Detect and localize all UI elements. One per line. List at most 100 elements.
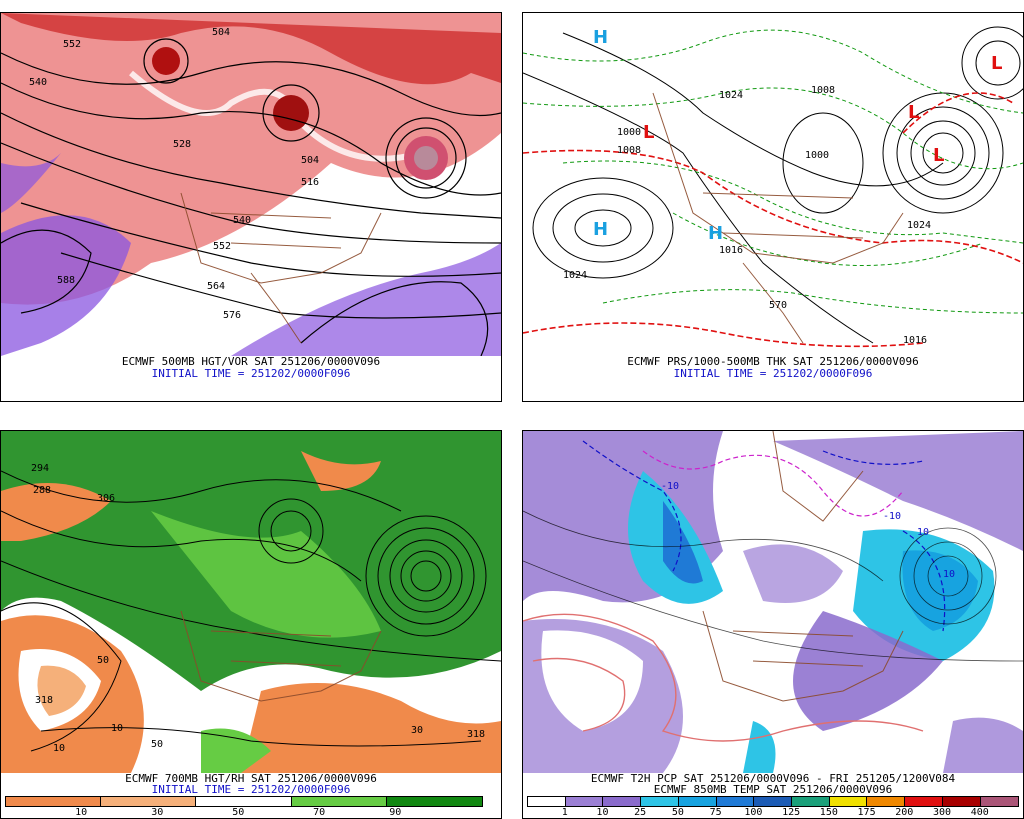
precip-map-svg: -10 -10 10 10 <box>523 431 1023 773</box>
pressure-map-svg: H H L L H L L 1000 1008 1024 1016 1024 1… <box>523 13 1023 356</box>
colorbar-swatch <box>565 797 604 806</box>
colorbar-swatch <box>291 797 387 806</box>
colorbar-tick: 50 <box>671 807 684 818</box>
colorbar-swatch <box>792 797 830 806</box>
contour-label: 50 <box>151 739 163 750</box>
colorbar-swatch <box>905 797 943 806</box>
contour-label: 1024 <box>563 270 587 281</box>
contour-label: 10 <box>53 743 65 754</box>
contour-label: 318 <box>467 729 485 740</box>
colorbar-tick: 10 <box>75 807 88 818</box>
low-pressure-marker: L <box>908 102 919 123</box>
panel-500mb-vorticity: 552 540 528 504 540 552 564 576 588 504 … <box>0 12 502 402</box>
colorbar-swatch <box>101 797 197 806</box>
precip-colorbar <box>527 796 1019 807</box>
contour-label: 540 <box>233 215 251 226</box>
low-pressure-marker: L <box>991 53 1002 74</box>
panel-pressure-thickness: H H L L H L L 1000 1008 1024 1016 1024 1… <box>522 12 1024 402</box>
contour-label: 504 <box>301 155 319 166</box>
contour-label: -10 <box>883 511 901 522</box>
map-pressure-thickness: H H L L H L L 1000 1008 1024 1016 1024 1… <box>523 13 1023 356</box>
colorbar-swatch <box>942 797 981 806</box>
colorbar-swatch <box>6 797 102 806</box>
panel-caption: ECMWF 700MB HGT/RH SAT 251206/0000V096 <box>125 772 377 785</box>
contour-label: 10 <box>917 527 929 538</box>
map-500mb-vorticity: 552 540 528 504 540 552 564 576 588 504 … <box>1 13 501 356</box>
panel-precip-850mb-temp: -10 -10 10 10 ECMWF T2H PCP SAT 251206/0… <box>522 430 1024 819</box>
colorbar-tick: 50 <box>232 807 245 818</box>
colorbar-tick: 1 <box>561 807 568 818</box>
colorbar-tick: 75 <box>709 807 722 818</box>
contour-label: 504 <box>212 27 230 38</box>
contour-label: 1016 <box>903 335 927 346</box>
panel-subcaption: ECMWF 850MB TEMP SAT 251206/0000V096 <box>653 783 893 796</box>
colorbar-swatch <box>980 797 1018 806</box>
colorbar-tick: 90 <box>389 807 402 818</box>
colorbar-tick: 400 <box>970 807 989 818</box>
contour-label: 570 <box>769 300 787 311</box>
colorbar-tick: 70 <box>313 807 326 818</box>
contour-label: -10 <box>661 481 679 492</box>
initial-time-caption: INITIAL TIME = 251202/0000F096 <box>673 367 873 380</box>
contour-label: 528 <box>173 139 191 150</box>
contour-label: 1008 <box>617 145 641 156</box>
contour-label: 1016 <box>719 245 743 256</box>
vorticity-map-svg: 552 540 528 504 540 552 564 576 588 504 … <box>1 13 501 356</box>
contour-label: 1024 <box>907 220 931 231</box>
contour-label: 540 <box>29 77 47 88</box>
contour-label: 1000 <box>617 127 641 138</box>
colorbar-swatch <box>754 797 793 806</box>
panel-700mb-rh: 294 288 306 50 10 318 50 10 30 318 ECMWF… <box>0 430 502 819</box>
contour-label: 552 <box>63 39 81 50</box>
contour-label: 552 <box>213 241 231 252</box>
map-700mb-rh: 294 288 306 50 10 318 50 10 30 318 <box>1 431 501 773</box>
contour-label: 30 <box>411 725 423 736</box>
colorbar-tick: 25 <box>634 807 647 818</box>
initial-time-caption: INITIAL TIME = 251202/0000F096 <box>151 367 351 380</box>
panel-caption: ECMWF T2H PCP SAT 251206/0000V096 - FRI … <box>590 772 956 785</box>
colorbar-ticks: 1 10 25 50 75 100 125 150 175 200 300 40… <box>527 807 1017 819</box>
colorbar-swatch <box>603 797 642 806</box>
colorbar-swatch <box>678 797 717 806</box>
colorbar-tick: 10 <box>596 807 609 818</box>
colorbar-tick: 175 <box>857 807 876 818</box>
contour-label: 288 <box>33 485 51 496</box>
contour-label: 306 <box>97 493 115 504</box>
contour-label: 516 <box>301 177 319 188</box>
contour-label: 10 <box>943 569 955 580</box>
colorbar-swatch <box>716 797 755 806</box>
colorbar-swatch <box>867 797 906 806</box>
colorbar-ticks: 10 30 50 70 90 <box>5 807 481 819</box>
colorbar-swatch <box>386 797 482 806</box>
colorbar-tick: 100 <box>744 807 763 818</box>
high-pressure-marker: H <box>708 223 723 244</box>
contour-label: 294 <box>31 463 49 474</box>
rh-colorbar <box>5 796 483 807</box>
colorbar-tick: 200 <box>895 807 914 818</box>
initial-time-caption: INITIAL TIME = 251202/0000F096 <box>151 783 351 796</box>
colorbar-swatch <box>196 797 292 806</box>
low-pressure-marker: L <box>933 145 944 166</box>
colorbar-tick: 125 <box>782 807 801 818</box>
contour-label: 564 <box>207 281 225 292</box>
colorbar-swatch <box>829 797 868 806</box>
colorbar-tick: 150 <box>819 807 838 818</box>
contour-label: 1000 <box>805 150 829 161</box>
colorbar-tick: 30 <box>151 807 164 818</box>
high-pressure-marker: H <box>593 27 608 48</box>
map-precip-temp: -10 -10 10 10 <box>523 431 1023 773</box>
contour-label: 50 <box>97 655 109 666</box>
contour-label: 588 <box>57 275 75 286</box>
contour-label: 1024 <box>719 90 743 101</box>
colorbar-tick: 300 <box>932 807 952 818</box>
contour-label: 1008 <box>811 85 835 96</box>
rh-map-svg: 294 288 306 50 10 318 50 10 30 318 <box>1 431 501 773</box>
contour-label: 10 <box>111 723 123 734</box>
colorbar-swatch <box>641 797 679 806</box>
low-pressure-marker: L <box>643 122 654 143</box>
high-pressure-marker: H <box>593 219 608 240</box>
panel-caption: ECMWF 500MB HGT/VOR SAT 251206/0000V096 <box>121 355 381 368</box>
contour-label: 576 <box>223 310 241 321</box>
colorbar-swatch <box>528 797 566 806</box>
panel-caption: ECMWF PRS/1000-500MB THK SAT 251206/0000… <box>627 355 919 368</box>
